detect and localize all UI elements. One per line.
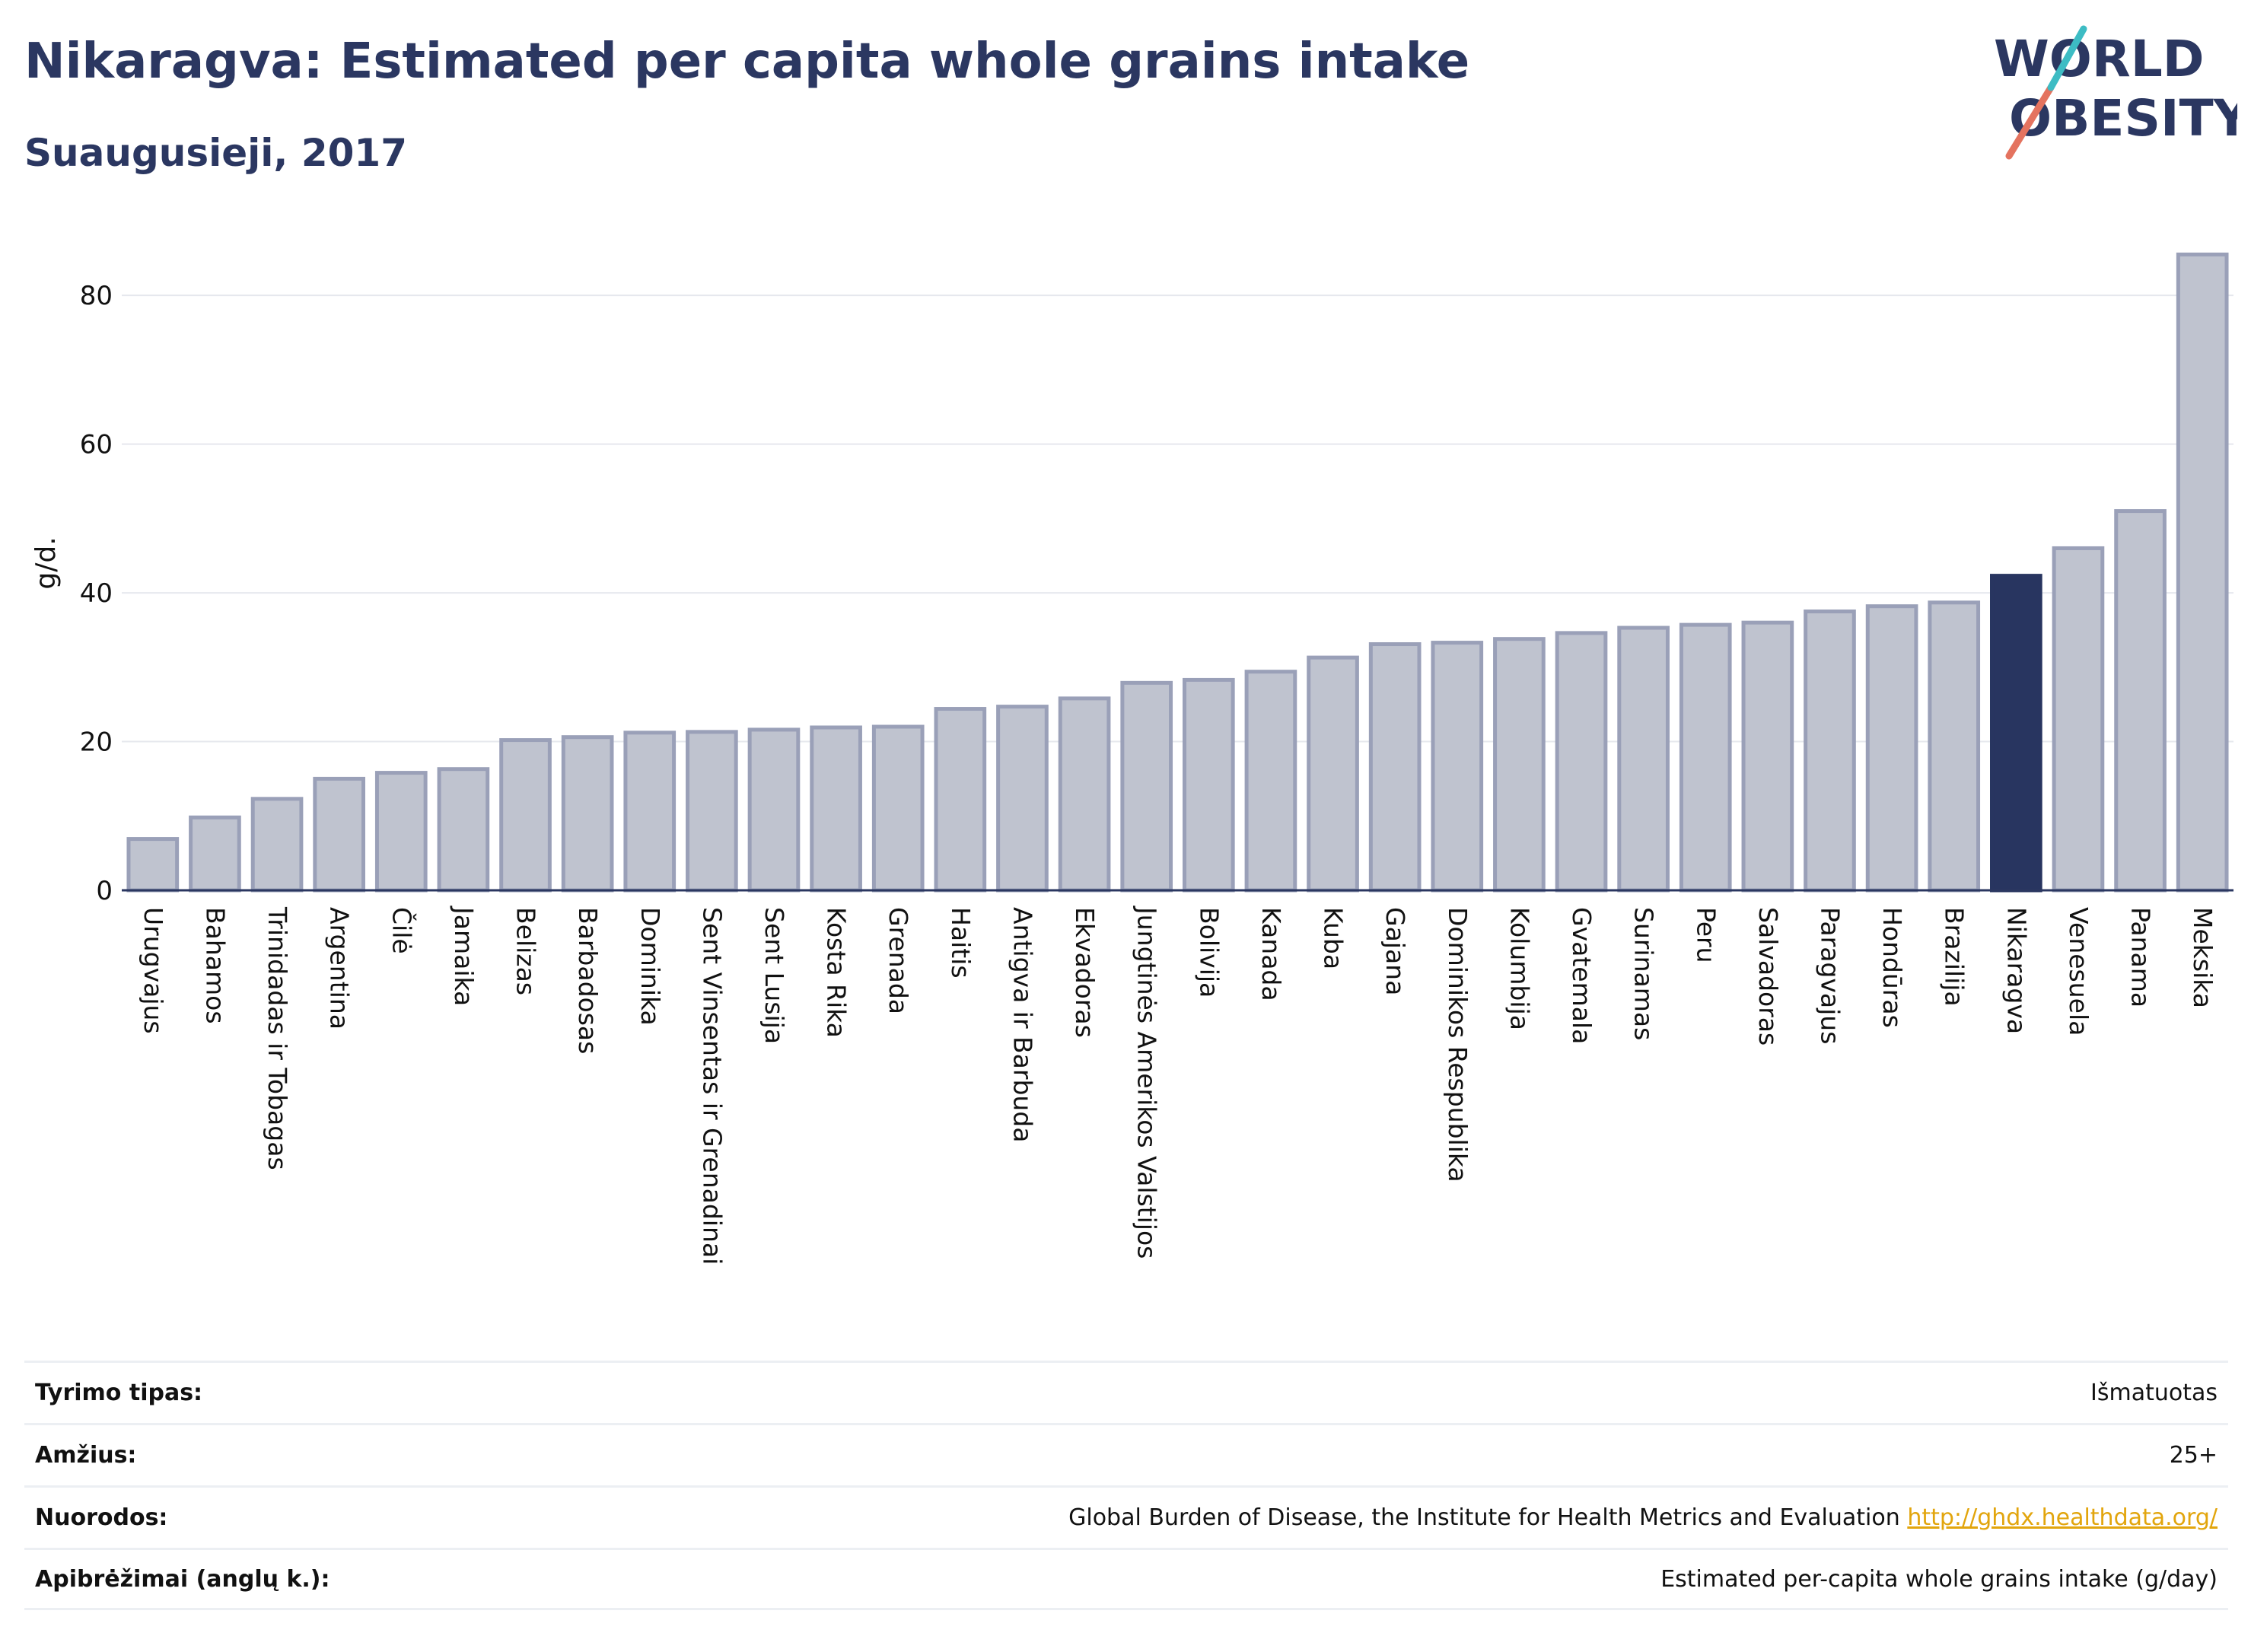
x-tick-label: Grenada xyxy=(884,907,913,1014)
x-tick-label: Nikaragva xyxy=(2001,907,2031,1034)
meta-label: Apibrėžimai (anglų k.): xyxy=(35,1565,330,1593)
meta-value: 25+ xyxy=(2169,1442,2218,1469)
y-tick-label: 40 xyxy=(80,578,113,609)
x-tick-label: Argentina xyxy=(325,907,355,1030)
x-tick-label: Peru xyxy=(1691,907,1721,963)
y-tick-label: 0 xyxy=(96,876,113,906)
bar xyxy=(1804,610,1856,893)
x-tick-label: Venesuela xyxy=(2064,907,2093,1036)
x-tick-label: Kanada xyxy=(1256,907,1286,1001)
x-tick-label: Surinamas xyxy=(1629,907,1659,1040)
bar xyxy=(871,724,925,893)
logo-slash-teal xyxy=(2047,25,2087,91)
x-tick-label: Brazilija xyxy=(1940,907,1969,1007)
source-link[interactable]: http://ghdx.healthdata.org/ xyxy=(1907,1504,2218,1531)
x-tick-label: Bahamos xyxy=(200,907,230,1024)
x-tick-label: Bolivija xyxy=(1194,907,1224,998)
bar xyxy=(561,735,614,893)
bar xyxy=(126,837,180,893)
bar xyxy=(2052,546,2105,893)
x-tick-label: Barbadosas xyxy=(573,907,603,1054)
bar xyxy=(1679,622,1732,893)
x-tick-label: Trinidadas ir Tobagas xyxy=(263,906,292,1170)
x-tick-label: Antigva ir Barbuda xyxy=(1008,907,1037,1142)
bar xyxy=(623,731,677,893)
bar-chart: 0 20 40 60 80 g/d. Urugvajus Bahamos Trinidadas … xyxy=(30,252,2233,1265)
bar xyxy=(1741,620,1794,893)
y-axis-title: g/d. xyxy=(30,536,62,589)
bar xyxy=(374,771,428,893)
page-title: Nikaragva: Estimated per capita whole gr… xyxy=(24,33,1470,90)
bar xyxy=(499,738,552,893)
bar xyxy=(1865,604,1918,893)
bar xyxy=(1555,631,1608,893)
meta-row-age: Amžius: 25+ xyxy=(24,1423,2228,1485)
bar xyxy=(2114,509,2167,893)
x-tick-label: Sent Lusija xyxy=(759,907,789,1044)
x-tick-label: Belizas xyxy=(511,907,541,995)
bar xyxy=(1493,637,1546,893)
bar xyxy=(1990,574,2042,893)
meta-value: Išmatuotas xyxy=(2090,1380,2218,1406)
bar xyxy=(1058,696,1111,893)
y-tick-label: 80 xyxy=(80,281,113,311)
meta-row-references: Nuorodos: Global Burden of Disease, the … xyxy=(24,1485,2228,1548)
y-tick-label: 60 xyxy=(80,430,113,460)
meta-value-group: Global Burden of Disease, the Institute … xyxy=(1068,1504,2218,1531)
x-tick-label: Jungtinės Amerikos Valstijos xyxy=(1132,906,1162,1259)
meta-value: Estimated per-capita whole grains intake… xyxy=(1660,1565,2218,1593)
bar xyxy=(189,815,241,893)
x-tick-label: Hondūras xyxy=(1877,907,1907,1028)
metadata-table: Tyrimo tipas: Išmatuotas Amžius: 25+ Nuo… xyxy=(24,1361,2228,1610)
x-tick-label: Ekvadoras xyxy=(1070,907,1100,1038)
x-tick-label: Dominikos Respublika xyxy=(1443,907,1473,1183)
x-tick-label: Gajana xyxy=(1380,907,1410,995)
x-tick-label: Paragvajus xyxy=(1815,907,1845,1044)
x-tick-label: Meksika xyxy=(2188,907,2218,1008)
world-obesity-logo: WORLD OBESITY xyxy=(1994,25,2237,160)
x-tick-label: Sent Vinsentas ir Grenadinai xyxy=(697,907,727,1265)
x-tick-label: Gvatemala xyxy=(1567,907,1597,1044)
bar xyxy=(996,705,1049,893)
logo-slash-red xyxy=(2005,84,2055,160)
x-tick-label: Urugvajus xyxy=(138,907,168,1034)
bar xyxy=(1928,600,1981,893)
bar xyxy=(1182,677,1235,893)
bar xyxy=(437,767,490,893)
bar xyxy=(1368,642,1422,893)
bar xyxy=(313,776,365,893)
x-tick-label: Kolumbija xyxy=(1504,907,1534,1030)
bar xyxy=(810,725,862,893)
bar xyxy=(250,797,304,893)
bar xyxy=(1244,670,1297,893)
meta-value: Global Burden of Disease, the Institute … xyxy=(1068,1504,1900,1531)
x-tick-label: Jamaika xyxy=(449,906,479,1006)
x-tick-label: Panama xyxy=(2126,907,2156,1007)
meta-label: Tyrimo tipas: xyxy=(35,1380,203,1406)
y-tick-label: 20 xyxy=(80,727,113,758)
meta-label: Amžius: xyxy=(35,1442,137,1469)
logo-line1: WORLD xyxy=(1994,30,2205,88)
bar xyxy=(1120,680,1173,893)
x-tick-label: Salvadoras xyxy=(1753,907,1783,1046)
bar xyxy=(686,730,738,893)
meta-row-study-type: Tyrimo tipas: Išmatuotas xyxy=(24,1361,2228,1423)
page-subtitle: Suaugusieji, 2017 xyxy=(24,131,407,175)
meta-label: Nuorodos: xyxy=(35,1504,168,1531)
meta-row-definitions: Apibrėžimai (anglų k.): Estimated per-ca… xyxy=(24,1548,2228,1610)
x-tick-label: Kuba xyxy=(1319,907,1348,969)
bar xyxy=(1431,641,1484,893)
bar xyxy=(1617,625,1670,893)
x-tick-label: Kosta Rika xyxy=(822,907,852,1038)
bar xyxy=(934,707,987,893)
bar xyxy=(747,727,801,893)
bar xyxy=(2176,252,2229,893)
bar xyxy=(1307,655,1359,893)
x-tick-label: Dominika xyxy=(635,907,665,1026)
x-tick-label: Čilė xyxy=(387,907,417,954)
x-tick-label: Haitis xyxy=(946,907,976,979)
